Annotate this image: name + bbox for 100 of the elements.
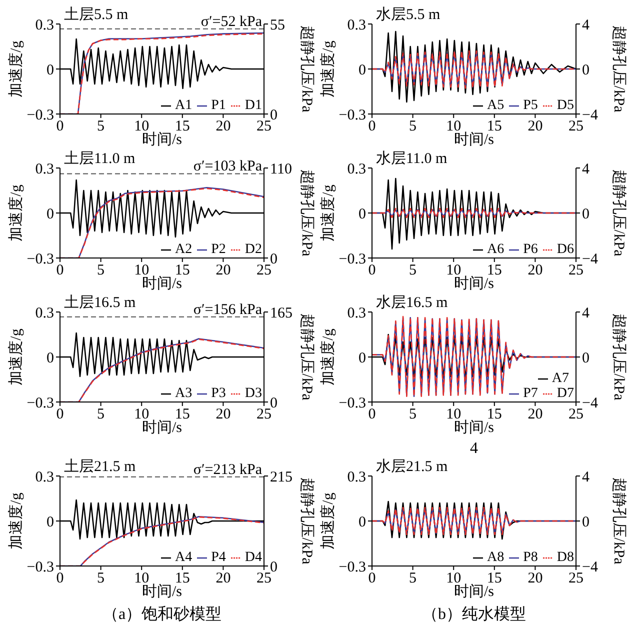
- y2-tick-label: 110: [270, 161, 292, 178]
- legend-label: D5: [556, 98, 574, 113]
- y2-axis-title: 超静孔压/kPa: [610, 170, 626, 256]
- y2-tick-label: 215: [270, 469, 292, 486]
- y-tick-label: 0.3: [35, 161, 54, 178]
- legend-label: D4: [244, 550, 262, 565]
- legend-label: P5: [523, 98, 538, 113]
- legend-label: D8: [556, 550, 574, 565]
- x-axis-title: 时间/s: [142, 132, 182, 148]
- y-axis-title: 加速度/g: [8, 328, 26, 386]
- x-tick-label: 20: [216, 262, 231, 279]
- legend-label: P8: [523, 550, 538, 565]
- y2-tick-label: 0: [270, 251, 278, 268]
- y-tick-label: 0.3: [347, 305, 366, 322]
- y2-tick-label: 0: [270, 107, 278, 124]
- y2-tick-label: 4: [582, 161, 590, 178]
- y-tick-label: 0.3: [347, 17, 366, 34]
- y2-tick-label: 4: [582, 469, 590, 486]
- y-tick-label: 0: [46, 514, 54, 530]
- y2-tick-label: 0: [582, 514, 590, 530]
- x-tick-label: 5: [409, 406, 417, 423]
- x-tick-label: 25: [256, 262, 272, 279]
- y-tick-label: 0: [358, 350, 366, 366]
- chart-title: 土层21.5 m: [64, 458, 136, 476]
- y-tick-label: −0.3: [338, 395, 366, 412]
- x-tick-label: 15: [174, 262, 190, 279]
- x-tick-label: 25: [568, 406, 584, 423]
- y-tick-label: 0: [46, 62, 54, 78]
- x-tick-label: 5: [409, 570, 417, 587]
- x-tick-label: 5: [97, 406, 105, 423]
- y2-tick-label: 0: [270, 559, 278, 576]
- y2-axis-title: 超静孔压/kPa: [298, 170, 314, 256]
- x-axis-title: 时间/s: [454, 420, 494, 436]
- y-tick-label: 0.3: [35, 17, 54, 34]
- y-tick-label: −0.3: [26, 559, 54, 576]
- ref-line-label: σ′=52 kPa: [200, 14, 262, 30]
- y2-axis-title: 超静孔压/kPa: [610, 26, 626, 112]
- x-tick-label: 25: [568, 118, 584, 135]
- y-tick-label: 0: [358, 206, 366, 222]
- y-tick-label: 0: [46, 206, 54, 222]
- x-tick-label: 25: [568, 570, 584, 587]
- y-axis-title: 加速度/g: [320, 492, 338, 550]
- y2-axis-title: 超静孔压/kPa: [298, 26, 314, 112]
- x-tick-label: 15: [174, 570, 190, 587]
- y-axis-title: 加速度/g: [320, 40, 338, 98]
- legend-label: P7: [523, 386, 538, 401]
- y-tick-label: 0: [358, 514, 366, 530]
- y-tick-label: 0.3: [35, 469, 54, 486]
- x-axis-title: 时间/s: [454, 584, 494, 600]
- legend-label: D6: [556, 242, 574, 257]
- x-tick-label: 15: [486, 406, 502, 423]
- y-tick-label: 0.3: [347, 161, 366, 178]
- legend-label: D7: [556, 386, 574, 401]
- y-tick-label: −0.3: [26, 395, 54, 412]
- legend-label: P4: [211, 550, 226, 565]
- y-axis-title: 加速度/g: [8, 40, 26, 98]
- x-tick-label: 20: [528, 406, 543, 423]
- text: 4: [469, 440, 479, 458]
- x-tick-label: 20: [216, 118, 231, 135]
- x-tick-label: 20: [216, 406, 231, 423]
- y-tick-label: 0.3: [347, 469, 366, 486]
- x-tick-label: 15: [486, 570, 502, 587]
- legend-label: P1: [211, 98, 226, 113]
- y-tick-label: −0.3: [338, 251, 366, 268]
- y-tick-label: −0.3: [338, 107, 366, 124]
- y-tick-label: −0.3: [338, 559, 366, 576]
- chart-title: 土层16.5 m: [64, 294, 136, 312]
- y2-axis-title: 超静孔压/kPa: [298, 314, 314, 400]
- y2-tick-label: 55: [270, 17, 285, 34]
- legend-label: A8: [486, 550, 504, 565]
- y2-axis-title: 超静孔压/kPa: [610, 314, 626, 400]
- x-tick-label: 5: [97, 570, 105, 587]
- ref-line-label: σ′=213 kPa: [193, 462, 262, 478]
- y2-tick-label: 0: [582, 62, 590, 78]
- text: （a）饱和砂模型: [101, 604, 223, 625]
- legend-label: D2: [244, 242, 262, 257]
- x-tick-label: 15: [174, 118, 190, 135]
- x-tick-label: 25: [256, 570, 272, 587]
- x-axis-title: 时间/s: [142, 420, 182, 436]
- chart-title: 水层11.0 m: [376, 150, 448, 168]
- legend-label: A4: [174, 550, 192, 565]
- y-axis-title: 加速度/g: [320, 184, 338, 242]
- x-tick-label: 20: [528, 570, 543, 587]
- x-axis-title: 时间/s: [454, 276, 494, 292]
- y2-tick-label: 165: [270, 305, 292, 322]
- y2-axis-title: 超静孔压/kPa: [610, 478, 626, 564]
- chart-title: 水层16.5 m: [376, 294, 448, 312]
- x-tick-label: 15: [486, 118, 502, 135]
- y2-tick-label: 0: [270, 395, 278, 412]
- x-tick-label: 15: [174, 406, 190, 423]
- y2-tick-label: −4: [582, 559, 598, 576]
- y2-tick-label: −4: [582, 395, 598, 412]
- legend-label: P6: [523, 242, 538, 257]
- text: （b）纯水模型: [421, 604, 527, 625]
- x-tick-label: 20: [528, 262, 543, 279]
- y2-tick-label: 0: [582, 206, 590, 222]
- x-axis-title: 时间/s: [142, 276, 182, 292]
- legend-label: A6: [486, 242, 504, 257]
- chart-title: 土层11.0 m: [64, 150, 136, 168]
- y2-tick-label: 0: [582, 350, 590, 366]
